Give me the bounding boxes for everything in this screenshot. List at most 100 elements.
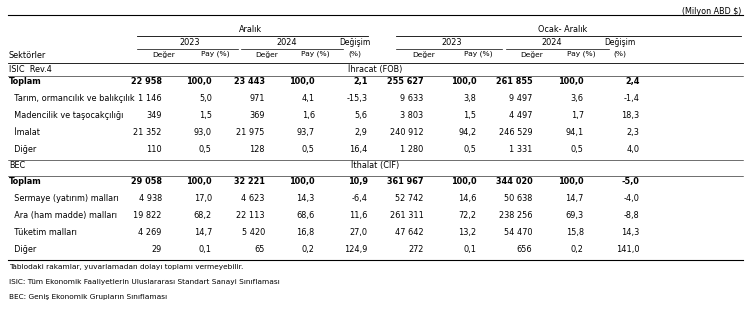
Text: 65: 65 xyxy=(254,245,265,254)
Text: -8,8: -8,8 xyxy=(624,211,640,220)
Text: 141,0: 141,0 xyxy=(616,245,640,254)
Text: Değer: Değer xyxy=(413,51,435,58)
Text: -4,0: -4,0 xyxy=(624,194,640,203)
Text: Toplam: Toplam xyxy=(9,77,42,86)
Text: 29: 29 xyxy=(152,245,162,254)
Text: 0,2: 0,2 xyxy=(571,245,584,254)
Text: Değişim: Değişim xyxy=(604,38,635,47)
Text: -6,4: -6,4 xyxy=(352,194,368,203)
Text: 5,6: 5,6 xyxy=(355,111,368,120)
Text: İthalat (CIF): İthalat (CIF) xyxy=(351,161,399,170)
Text: 68,2: 68,2 xyxy=(194,211,211,220)
Text: 971: 971 xyxy=(249,94,265,103)
Text: 16,8: 16,8 xyxy=(296,228,315,237)
Text: 2,3: 2,3 xyxy=(627,128,640,137)
Text: Tablodaki rakamlar, yuvarlamadan dolayı toplamı vermeyebilir.: Tablodaki rakamlar, yuvarlamadan dolayı … xyxy=(9,264,243,270)
Text: 1,7: 1,7 xyxy=(571,111,584,120)
Text: 100,0: 100,0 xyxy=(451,77,476,86)
Text: ISIC: Tüm Ekonomik Faaliyetlerin Uluslararası Standart Sanayi Sınıflaması: ISIC: Tüm Ekonomik Faaliyetlerin Uluslar… xyxy=(9,279,280,285)
Text: 21 975: 21 975 xyxy=(236,128,265,137)
Text: (%): (%) xyxy=(614,51,626,57)
Text: BEC: Geniş Ekonomik Grupların Sınıflaması: BEC: Geniş Ekonomik Grupların Sınıflamas… xyxy=(9,294,167,300)
Text: 4 497: 4 497 xyxy=(509,111,532,120)
Text: 9 633: 9 633 xyxy=(400,94,424,103)
Text: 1 146: 1 146 xyxy=(138,94,162,103)
Text: 261 311: 261 311 xyxy=(390,211,424,220)
Text: Değer: Değer xyxy=(520,51,543,58)
Text: 4 623: 4 623 xyxy=(242,194,265,203)
Text: 69,3: 69,3 xyxy=(566,211,584,220)
Text: 68,6: 68,6 xyxy=(296,211,315,220)
Text: 3,6: 3,6 xyxy=(571,94,584,103)
Text: 2024: 2024 xyxy=(542,38,562,47)
Text: 240 912: 240 912 xyxy=(390,128,424,137)
Text: 2024: 2024 xyxy=(277,38,297,47)
Text: 27,0: 27,0 xyxy=(350,228,368,237)
Text: 361 967: 361 967 xyxy=(387,177,424,186)
Text: 72,2: 72,2 xyxy=(458,211,476,220)
Text: 100,0: 100,0 xyxy=(186,177,211,186)
Text: 2,4: 2,4 xyxy=(625,77,640,86)
Text: Pay (%): Pay (%) xyxy=(201,51,229,57)
Text: -15,3: -15,3 xyxy=(346,94,368,103)
Text: ISIC  Rev.4: ISIC Rev.4 xyxy=(9,65,52,74)
Text: 19 822: 19 822 xyxy=(134,211,162,220)
Text: -5,0: -5,0 xyxy=(622,177,640,186)
Text: Tüketim malları: Tüketim malları xyxy=(9,228,76,237)
Text: 21 352: 21 352 xyxy=(134,128,162,137)
Text: 124,9: 124,9 xyxy=(344,245,368,254)
Text: 22 958: 22 958 xyxy=(130,77,162,86)
Text: Diğer: Diğer xyxy=(9,245,36,254)
Text: 94,1: 94,1 xyxy=(566,128,584,137)
Text: 0,5: 0,5 xyxy=(571,145,584,154)
Text: 14,3: 14,3 xyxy=(296,194,315,203)
Text: 5,0: 5,0 xyxy=(199,94,211,103)
Text: 0,2: 0,2 xyxy=(302,245,315,254)
Text: Madencilik ve taşocakçılığı: Madencilik ve taşocakçılığı xyxy=(9,111,123,120)
Text: 128: 128 xyxy=(249,145,265,154)
Text: 9 497: 9 497 xyxy=(509,94,532,103)
Text: 14,3: 14,3 xyxy=(621,228,640,237)
Text: 656: 656 xyxy=(517,245,532,254)
Text: 93,7: 93,7 xyxy=(297,128,315,137)
Text: 52 742: 52 742 xyxy=(395,194,424,203)
Text: 272: 272 xyxy=(408,245,424,254)
Text: 0,1: 0,1 xyxy=(199,245,211,254)
Text: 22 113: 22 113 xyxy=(236,211,265,220)
Text: Değer: Değer xyxy=(153,51,176,58)
Text: 2023: 2023 xyxy=(441,38,462,47)
Text: Toplam: Toplam xyxy=(9,177,42,186)
Text: 14,7: 14,7 xyxy=(194,228,211,237)
Text: 4 269: 4 269 xyxy=(139,228,162,237)
Text: 23 443: 23 443 xyxy=(234,77,265,86)
Text: 0,1: 0,1 xyxy=(464,245,476,254)
Text: 261 855: 261 855 xyxy=(496,77,532,86)
Text: 349: 349 xyxy=(146,111,162,120)
Text: Ocak- Aralık: Ocak- Aralık xyxy=(538,25,587,34)
Text: 32 221: 32 221 xyxy=(234,177,265,186)
Text: 110: 110 xyxy=(146,145,162,154)
Text: 0,5: 0,5 xyxy=(464,145,476,154)
Text: Pay (%): Pay (%) xyxy=(464,51,493,57)
Text: 94,2: 94,2 xyxy=(458,128,476,137)
Text: Ara (ham madde) malları: Ara (ham madde) malları xyxy=(9,211,117,220)
Text: 100,0: 100,0 xyxy=(289,77,315,86)
Text: 100,0: 100,0 xyxy=(451,177,476,186)
Text: 0,5: 0,5 xyxy=(199,145,211,154)
Text: İmalat: İmalat xyxy=(9,128,40,137)
Text: 2,9: 2,9 xyxy=(355,128,368,137)
Text: 13,2: 13,2 xyxy=(458,228,476,237)
Text: 3,8: 3,8 xyxy=(464,94,476,103)
Text: 54 470: 54 470 xyxy=(504,228,532,237)
Text: 0,5: 0,5 xyxy=(302,145,315,154)
Text: Pay (%): Pay (%) xyxy=(567,51,596,57)
Text: 100,0: 100,0 xyxy=(289,177,315,186)
Text: 100,0: 100,0 xyxy=(558,77,584,86)
Text: Diğer: Diğer xyxy=(9,145,36,154)
Text: (%): (%) xyxy=(348,51,361,57)
Text: 100,0: 100,0 xyxy=(186,77,211,86)
Text: Değer: Değer xyxy=(255,51,278,58)
Text: 2,1: 2,1 xyxy=(353,77,368,86)
Text: 3 803: 3 803 xyxy=(400,111,424,120)
Text: 4 938: 4 938 xyxy=(139,194,162,203)
